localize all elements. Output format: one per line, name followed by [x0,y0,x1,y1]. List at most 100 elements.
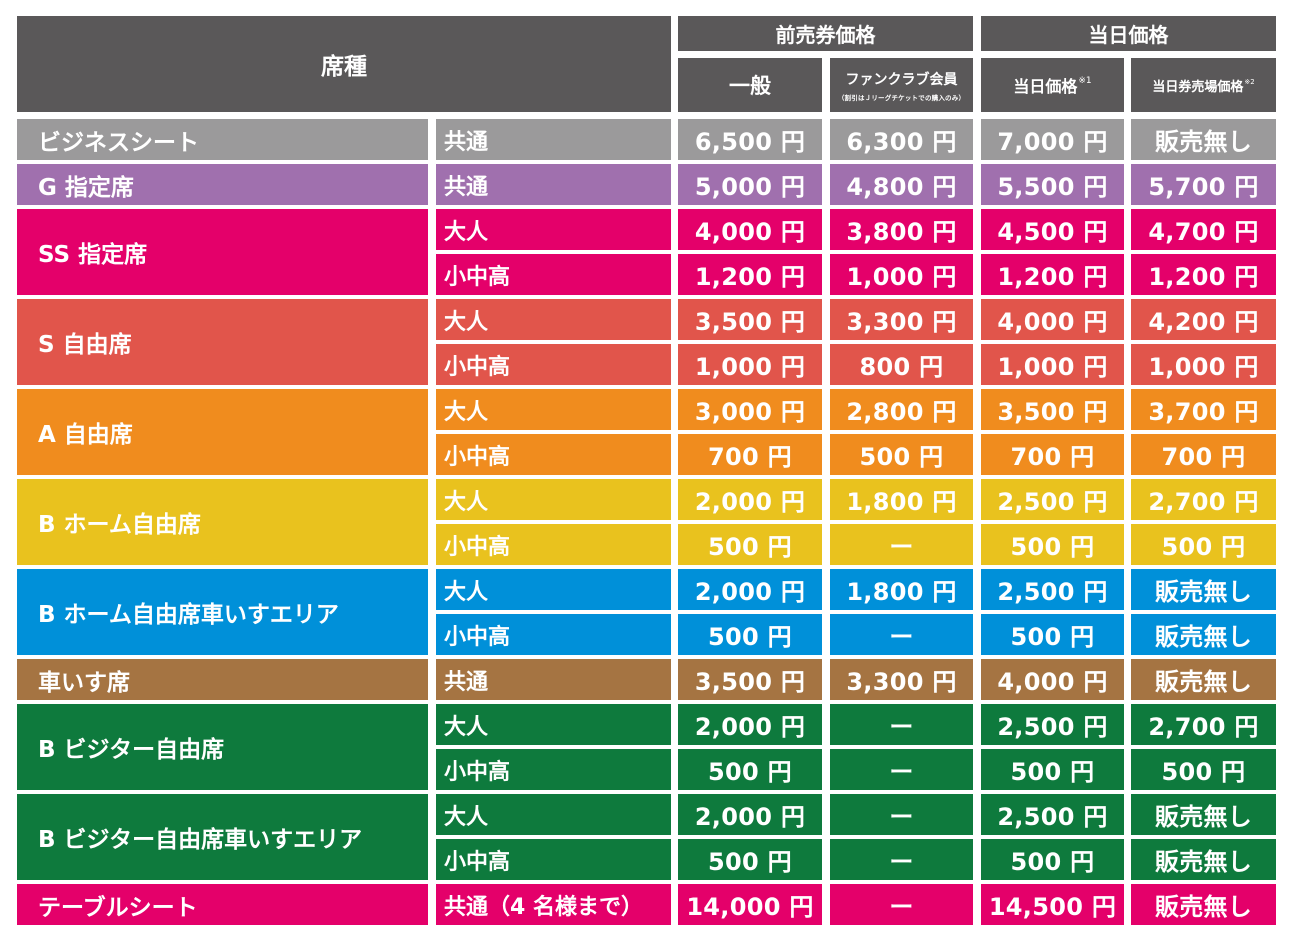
price-advance-fanclub: 1,800 円 [830,569,973,610]
price-advance-general: 500 円 [678,749,822,790]
seat-category-label: S 自由席 [38,332,132,358]
price-advance-general: 500 円 [678,614,822,655]
price-advance-general: 700 円 [678,434,822,475]
price-dayof: 4,500 円 [981,209,1124,250]
price-value: 500 円 [1010,623,1095,651]
price-advance-general: 1,000 円 [678,344,822,385]
ticket-type: 共通 [436,164,671,205]
seat-category-label: A 自由席 [38,422,133,448]
price-value: 2,000 円 [694,488,806,516]
ticket-type: 大人 [436,569,671,610]
price-value: 500 円 [708,758,792,786]
ticket-type: 小中高 [436,524,671,565]
ticket-type-label: 共通 [444,669,489,695]
ticket-type: 共通 [436,119,671,160]
price-value: 3,000 円 [694,398,806,426]
seat-category: B ホーム自由席車いすエリア [17,569,428,655]
header-advance-general: 一般 [678,58,822,112]
ticket-type-label: 共通 [444,129,489,155]
price-advance-general: 3,500 円 [678,659,822,700]
price-dayof-counter: 2,700 円 [1131,479,1276,520]
price-dayof: 4,000 円 [981,299,1124,340]
price-value: 2,500 円 [997,713,1108,741]
ticket-type: 大人 [436,389,671,430]
price-dayof-counter: 700 円 [1131,434,1276,475]
price-value: 500 円 [1161,533,1246,561]
price-value: 14,500 円 [988,893,1117,921]
price-dayof-counter: 1,200 円 [1131,254,1276,295]
price-dayof-counter: 販売無し [1131,794,1276,835]
price-value: 1,200 円 [997,263,1108,291]
price-advance-fanclub: 2,800 円 [830,389,973,430]
price-dayof-counter: 4,200 円 [1131,299,1276,340]
price-value: 5,500 円 [997,173,1108,201]
seat-category: ビジネスシート [17,119,428,160]
price-value: ー [889,623,914,651]
price-dayof-counter: 4,700 円 [1131,209,1276,250]
ticket-type-label: 大人 [444,804,489,830]
seat-category-label: G 指定席 [38,174,134,201]
price-advance-fanclub: 6,300 円 [830,119,973,160]
price-advance-general: 500 円 [678,839,822,880]
price-dayof: 4,000 円 [981,659,1124,700]
price-advance-general: 3,500 円 [678,299,822,340]
price-dayof: 2,500 円 [981,569,1124,610]
price-value: 販売無し [1154,848,1253,876]
price-dayof-counter: 販売無し [1131,839,1276,880]
price-advance-fanclub: 3,800 円 [830,209,973,250]
header-dayof-price-group: 当日価格 [981,16,1276,51]
price-value: 4,000 円 [694,218,806,246]
ticket-type: 小中高 [436,434,671,475]
header-dayof-price: 当日価格 ※1 [981,58,1124,112]
header-advance-fanclub-note: （割引はＪリーグチケットでの購入のみ） [837,93,966,102]
price-dayof-counter: 販売無し [1131,614,1276,655]
price-dayof: 3,500 円 [981,389,1124,430]
seat-category: B ホーム自由席 [17,479,428,565]
price-dayof-counter: 2,700 円 [1131,704,1276,745]
price-dayof: 7,000 円 [981,119,1124,160]
header-advance-fanclub-label: ファンクラブ会員 [845,71,958,88]
price-value: ー [889,713,914,741]
price-value: 700 円 [1161,443,1246,471]
price-value: 3,300 円 [846,668,957,696]
seat-category-label: B ビジター自由席車いすエリア [38,827,363,853]
price-dayof-counter: 販売無し [1131,659,1276,700]
price-value: 2,500 円 [997,488,1108,516]
price-value: 販売無し [1154,128,1253,156]
seat-category: S 自由席 [17,299,428,385]
price-value: ー [889,848,914,876]
price-dayof: 500 円 [981,839,1124,880]
price-value: 1,000 円 [1148,353,1259,381]
price-advance-fanclub: 500 円 [830,434,973,475]
price-value: 7,000 円 [997,128,1108,156]
header-dayof-counter-price-label: 当日券売場価格 [1152,79,1244,95]
header-advance-fanclub: ファンクラブ会員 （割引はＪリーグチケットでの購入のみ） [830,58,973,112]
seat-category: SS 指定席 [17,209,428,295]
price-value: 4,700 円 [1148,218,1259,246]
price-value: 販売無し [1154,578,1253,606]
price-value: 700 円 [708,443,792,471]
price-advance-general: 2,000 円 [678,704,822,745]
price-value: 1,200 円 [694,263,806,291]
seat-category-label: ビジネスシート [38,129,199,156]
price-advance-general: 500 円 [678,524,822,565]
price-value: 500 円 [708,623,792,651]
ticket-type: 小中高 [436,614,671,655]
price-advance-fanclub: ー [830,704,973,745]
seat-category-label: B ホーム自由席車いすエリア [38,602,339,628]
ticket-type-label: 小中高 [444,354,511,380]
price-advance-general: 6,500 円 [678,119,822,160]
price-value: 1,200 円 [1148,263,1259,291]
price-value: 500 円 [1010,533,1095,561]
price-advance-fanclub: 800 円 [830,344,973,385]
price-value: 3,700 円 [1148,398,1259,426]
price-value: 2,700 円 [1148,713,1259,741]
price-dayof: 1,200 円 [981,254,1124,295]
ticket-type-label: 共通 [444,174,489,200]
price-advance-fanclub: 4,800 円 [830,164,973,205]
price-value: 4,200 円 [1148,308,1259,336]
price-value: 4,500 円 [997,218,1108,246]
price-value: ー [889,758,914,786]
header-dayof-price-sub-label: 当日価格 [1013,77,1078,96]
price-dayof-counter: 500 円 [1131,524,1276,565]
